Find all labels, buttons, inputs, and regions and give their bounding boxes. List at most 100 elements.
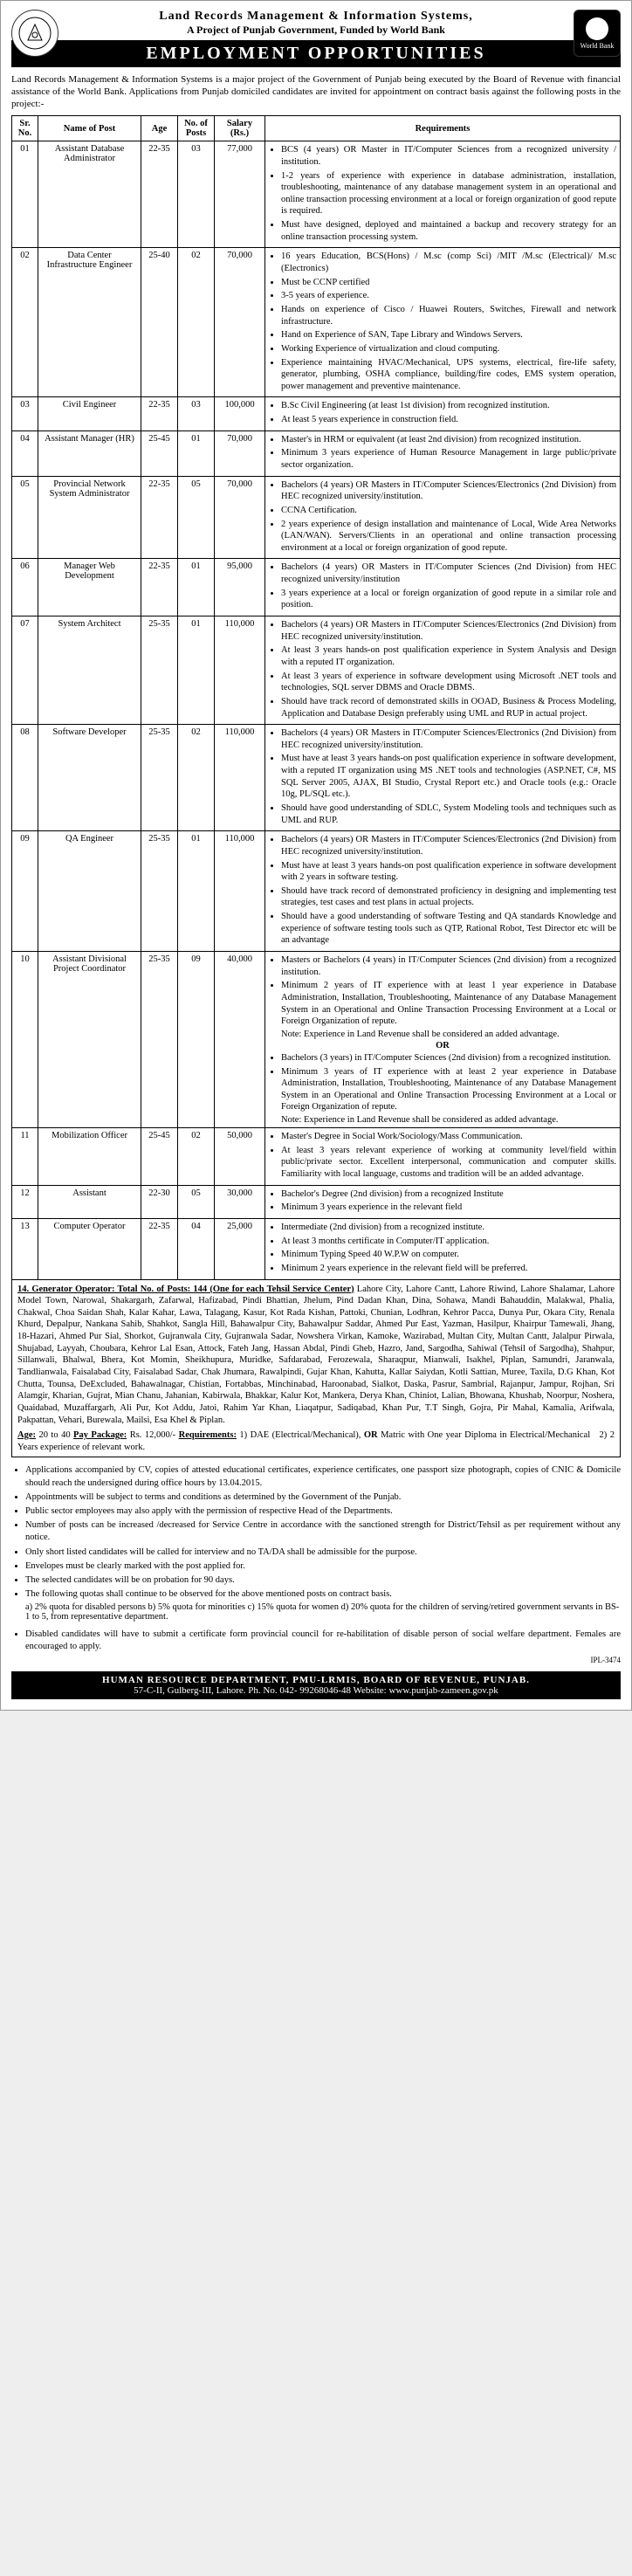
last-note: Disabled candidates will have to submit …	[11, 1629, 621, 1653]
req-item: Bachelors (4 years) OR Masters in IT/Com…	[281, 479, 616, 503]
cell-sr: 07	[12, 616, 38, 725]
cell-requirements: Bachelors (4 years) OR Masters in IT/Com…	[265, 616, 621, 725]
req-item: Minimum 3 years experience in the releva…	[281, 1202, 616, 1214]
cell-sal: 25,000	[215, 1218, 265, 1279]
req-item: Minimum 3 years of IT experience with at…	[281, 1066, 616, 1114]
req-item: Should have good understanding of SDLC, …	[281, 802, 616, 826]
cell-sal: 110,000	[215, 616, 265, 725]
cell-requirements: Bachelors (4 years) OR Masters in IT/Com…	[265, 476, 621, 559]
table-row: 03Civil Engineer22-3503100,000B.Sc Civil…	[12, 397, 621, 430]
cell-requirements: Intermediate (2nd division) from a recog…	[265, 1218, 621, 1279]
req-item: Must have at least 3 years hands-on post…	[281, 860, 616, 884]
cell-sal: 70,000	[215, 476, 265, 559]
req-item: 16 years Education, BCS(Hons) / M.sc (co…	[281, 251, 616, 274]
cell-num: 05	[178, 1185, 215, 1218]
req-item: Must have designed, deployed and maintai…	[281, 219, 616, 243]
quota-line: a) 2% quota for disabled persons b) 5% q…	[11, 1602, 621, 1622]
cell-num: 02	[178, 248, 215, 397]
cell-requirements: 16 years Education, BCS(Hons) / M.sc (co…	[265, 248, 621, 397]
note-item: Public sector employees may also apply w…	[25, 1505, 621, 1518]
note-disabled: Disabled candidates will have to submit …	[25, 1629, 621, 1653]
req-item: 2 years experience of design installatio…	[281, 519, 616, 554]
req-item: CCNA Certification.	[281, 505, 616, 517]
note-item: Only short listed candidates will be cal…	[25, 1546, 621, 1559]
table-row: 07System Architect25-3501110,000Bachelor…	[12, 616, 621, 725]
req-item: Master's in HRM or equivalent (at least …	[281, 434, 616, 446]
cell-sal: 30,000	[215, 1185, 265, 1218]
cell-age: 25-35	[141, 831, 178, 952]
req-item: Bachelors (4 years) OR Masters in IT/Com…	[281, 561, 616, 585]
cell-age: 22-35	[141, 476, 178, 559]
cell-age: 22-35	[141, 397, 178, 430]
cell-num: 01	[178, 430, 215, 476]
cell-age: 25-45	[141, 430, 178, 476]
cell-num: 02	[178, 725, 215, 831]
req-item: BCS (4 years) OR Master in IT/Computer S…	[281, 144, 616, 168]
table-row: 08Software Developer25-3502110,000Bachel…	[12, 725, 621, 831]
req-item: Intermediate (2nd division) from a recog…	[281, 1222, 616, 1234]
org-tagline: A Project of Punjab Government, Funded b…	[11, 24, 621, 37]
cell-name: Software Developer	[38, 725, 141, 831]
world-bank-logo: World Bank	[574, 10, 621, 57]
req-item: Minimum 3 years experience of Human Reso…	[281, 447, 616, 471]
req-item: At least 3 years relevant experience of …	[281, 1145, 616, 1181]
cell-sr: 09	[12, 831, 38, 952]
note-item: Applications accompanied by CV, copies o…	[25, 1464, 621, 1489]
req-item: At least 3 years hands-on post qualifica…	[281, 644, 616, 668]
or-separator: OR	[269, 1041, 616, 1050]
cell-num: 02	[178, 1128, 215, 1186]
table-row: 02Data Center Infrastructure Engineer25-…	[12, 248, 621, 397]
req-item: 1-2 years of experience with experience …	[281, 170, 616, 218]
footer-line2: 57-C-II, Gulberg-III, Lahore. Ph. No. 04…	[11, 1685, 621, 1696]
cell-name: Computer Operator	[38, 1218, 141, 1279]
table-header-row: Sr. No. Name of Post Age No. of Posts Sa…	[12, 116, 621, 141]
req-item: Should have track record of demonstrated…	[281, 696, 616, 720]
cell-sr: 06	[12, 559, 38, 616]
col-sr: Sr. No.	[12, 116, 38, 141]
cell-requirements: Bachelors (4 years) OR Masters in IT/Com…	[265, 725, 621, 831]
cell-age: 22-35	[141, 1218, 178, 1279]
req-item: Bachelors (3 years) in IT/Computer Scien…	[281, 1052, 616, 1064]
req-item: Minimum Typing Speed 40 W.P.W on compute…	[281, 1249, 616, 1261]
cell-num: 01	[178, 616, 215, 725]
cell-name: Civil Engineer	[38, 397, 141, 430]
col-name: Name of Post	[38, 116, 141, 141]
ipl-code: IPL-3474	[11, 1656, 621, 1664]
cell-age: 22-30	[141, 1185, 178, 1218]
cell-sr: 04	[12, 430, 38, 476]
cell-sr: 10	[12, 952, 38, 1128]
cell-sal: 110,000	[215, 831, 265, 952]
generator-age-line: Age: 20 to 40 Pay Package: Rs. 12,000/- …	[17, 1430, 615, 1452]
table-row: 06Manager Web Development22-350195,000Ba…	[12, 559, 621, 616]
cell-age: 25-35	[141, 725, 178, 831]
req-item: Hands on experience of Cisco / Huawei Ro…	[281, 304, 616, 327]
application-notes: Applications accompanied by CV, copies o…	[11, 1464, 621, 1601]
req-item: At least 3 years of experience in softwa…	[281, 671, 616, 694]
table-row: 11Mobilization Officer25-450250,000Maste…	[12, 1128, 621, 1186]
punjab-logo	[11, 10, 58, 57]
cell-name: Provincial Network System Administrator	[38, 476, 141, 559]
cell-sr: 05	[12, 476, 38, 559]
cell-num: 03	[178, 141, 215, 248]
cell-sr: 13	[12, 1218, 38, 1279]
cell-sr: 02	[12, 248, 38, 397]
cell-sal: 70,000	[215, 248, 265, 397]
req-item: B.Sc Civil Engineering (at least 1st div…	[281, 400, 616, 412]
cell-sr: 08	[12, 725, 38, 831]
world-bank-label: World Bank	[580, 42, 615, 50]
intro-paragraph: Land Records Management & Information Sy…	[11, 74, 621, 110]
col-sal: Salary (Rs.)	[215, 116, 265, 141]
req-item: Bachelors (4 years) OR Masters in IT/Com…	[281, 619, 616, 643]
generator-cities: Lahore City, Lahore Cantt, Lahore Riwind…	[17, 1285, 615, 1425]
cell-name: Assistant	[38, 1185, 141, 1218]
req-item: Must have at least 3 years hands-on post…	[281, 753, 616, 801]
req-item: Bachelors (4 years) OR Masters in IT/Com…	[281, 834, 616, 858]
cell-num: 04	[178, 1218, 215, 1279]
cell-requirements: Bachelors (4 years) OR Masters in IT/Com…	[265, 831, 621, 952]
cell-num: 01	[178, 559, 215, 616]
cell-sr: 11	[12, 1128, 38, 1186]
cell-name: QA Engineer	[38, 831, 141, 952]
cell-num: 03	[178, 397, 215, 430]
cell-name: Assistant Manager (HR)	[38, 430, 141, 476]
cell-name: Data Center Infrastructure Engineer	[38, 248, 141, 397]
